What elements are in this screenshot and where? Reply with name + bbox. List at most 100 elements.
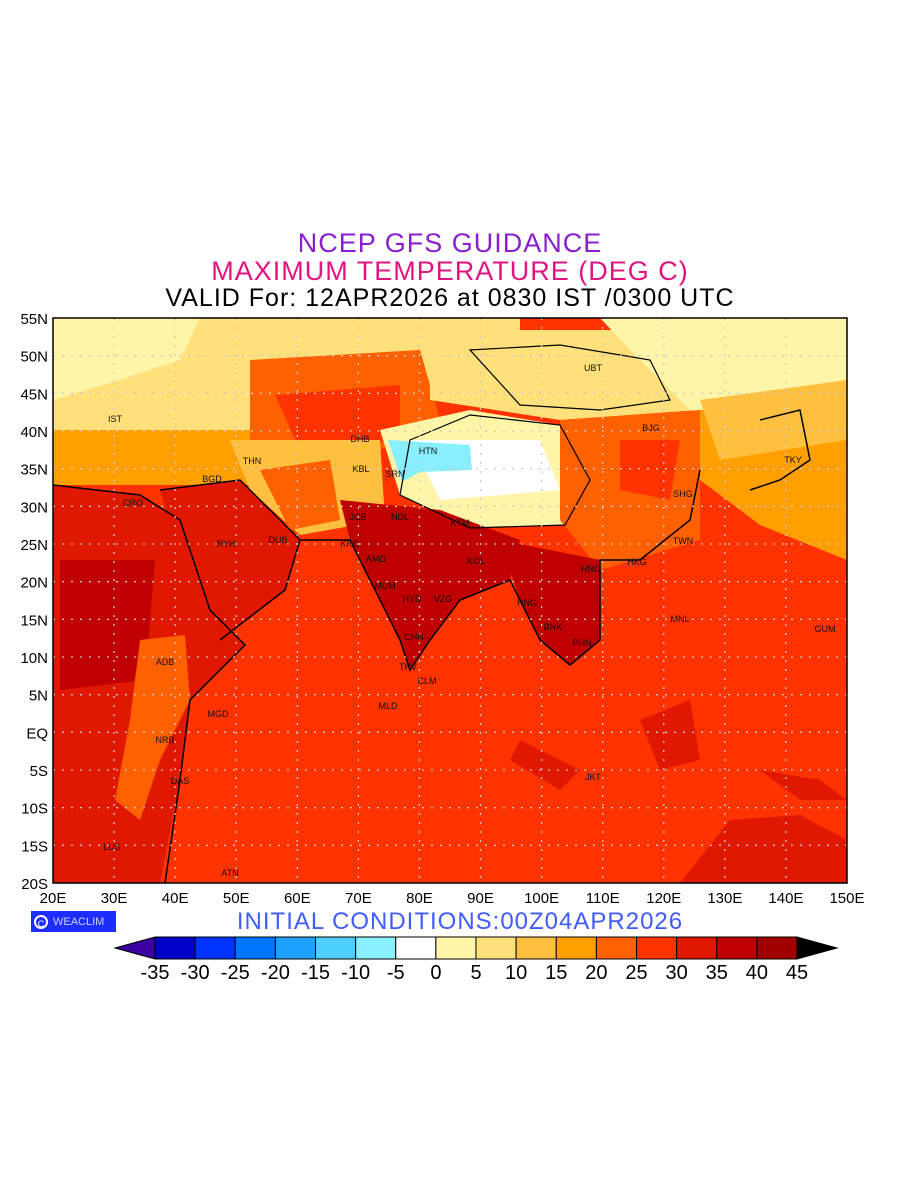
city-label: NDL — [391, 512, 409, 522]
lat-label: 10S — [21, 801, 48, 818]
valid-time: VALID For: 12APR2026 at 0830 IST /0300 U… — [165, 284, 735, 312]
colorbar-swatch — [756, 936, 798, 960]
colorbar-swatch — [716, 936, 758, 960]
lon-label: 120E — [646, 890, 681, 907]
colorbar-label: 35 — [706, 962, 728, 984]
city-label: MGD — [208, 709, 229, 719]
lon-label: 50E — [223, 890, 250, 907]
city-label: HTN — [419, 446, 438, 456]
colorbar-swatch — [355, 936, 397, 960]
lat-label: 50N — [20, 349, 48, 366]
colorbar-swatch — [395, 936, 437, 960]
city-label: KOL — [467, 556, 485, 566]
city-label: TRV — [399, 662, 417, 672]
colorbar-swatch — [194, 936, 236, 960]
city-label: TWN — [673, 536, 694, 546]
city-label: HNO — [581, 564, 601, 574]
city-label: MLD — [378, 701, 398, 711]
colorbar-swatch — [636, 936, 678, 960]
colorbar-swatch — [595, 936, 637, 960]
colorbar-label: -10 — [341, 962, 370, 984]
colorbar-label: -15 — [301, 962, 330, 984]
colorbar-label: -20 — [261, 962, 290, 984]
lon-label: 100E — [524, 890, 559, 907]
chart-title: NCEP GFS GUIDANCE — [297, 228, 603, 258]
colorbar-swatch — [154, 936, 196, 960]
colorbar-label: 25 — [625, 962, 647, 984]
colorbar-label: -5 — [387, 962, 405, 984]
city-label: RYH — [217, 539, 236, 549]
city-label: TKY — [784, 455, 802, 465]
city-label: DHB — [350, 434, 369, 444]
city-label: KBL — [352, 464, 369, 474]
city-label: MUM — [374, 581, 396, 591]
city-label: SRN — [385, 469, 404, 479]
city-label: SHG — [673, 489, 693, 499]
lon-label: 80E — [406, 890, 433, 907]
city-labels: IST CRO BGD THN RYH DUB DHB KBL SRN HTN JCB NDL KRC A… — [103, 363, 835, 878]
lon-label: 130E — [707, 890, 742, 907]
lat-label: 25N — [20, 537, 48, 554]
map-frame — [52, 317, 848, 884]
latitude-labels: 55N 50N 45N 40N 35N 30N 25N 20N 15N 10N 5N EQ 5S 10S 1… — [20, 311, 48, 893]
lat-label: 45N — [20, 386, 48, 403]
city-label: PHN — [572, 638, 591, 648]
lon-label: 70E — [345, 890, 372, 907]
colorbar-swatch — [515, 936, 557, 960]
city-label: KRC — [340, 539, 360, 549]
city-label: KTM — [451, 518, 470, 528]
lon-label: 30E — [101, 890, 128, 907]
city-label: BJG — [642, 423, 660, 433]
lat-label: 15S — [21, 838, 48, 855]
colorbar-swatch — [274, 936, 316, 960]
weaclim-logo: C WEACLIM — [31, 911, 116, 932]
city-label: MNL — [670, 614, 689, 624]
logo-text: WEACLIM — [53, 915, 105, 928]
city-label: HYD — [402, 594, 422, 604]
lat-label: 35N — [20, 462, 48, 479]
city-label: AMD — [366, 554, 387, 564]
lat-label: 40N — [20, 424, 48, 441]
colorbar-swatch — [315, 936, 357, 960]
lon-label: 150E — [829, 890, 864, 907]
lon-label: 20E — [40, 890, 67, 907]
copyright-icon: C — [34, 914, 48, 929]
lon-label: 110E — [586, 890, 620, 907]
city-label: VZG — [434, 594, 453, 604]
city-label: NRB — [155, 735, 174, 745]
longitude-labels: 20E 30E 40E 50E 60E 70E 80E 90E 100E 110E 120E 130E… — [40, 890, 865, 907]
city-label: JCB — [349, 512, 366, 522]
city-label: UBT — [584, 363, 603, 373]
colorbar-label: 15 — [545, 962, 567, 984]
city-label: ATN — [221, 868, 238, 878]
lon-label: 140E — [768, 890, 803, 907]
colorbar-under-arrow — [113, 936, 156, 960]
lat-label: 20S — [21, 876, 48, 893]
lat-label: 5N — [29, 688, 48, 705]
city-label: CRO — [123, 498, 143, 508]
city-label: RNG — [517, 598, 537, 608]
colorbar-label: 40 — [746, 962, 768, 984]
lat-label: EQ — [26, 725, 48, 742]
colorbar-swatch — [435, 936, 477, 960]
colorbar-label: -25 — [221, 962, 250, 984]
colorbar-label: 30 — [666, 962, 688, 984]
lat-label: 30N — [20, 499, 48, 516]
city-label: BGD — [202, 474, 222, 484]
colorbar-swatch — [475, 936, 517, 960]
colorbar-swatch — [234, 936, 276, 960]
city-label: JKT — [585, 772, 602, 782]
lat-label: 20N — [20, 575, 48, 592]
colorbar-over-arrow — [796, 936, 839, 960]
graticule — [53, 318, 847, 883]
lat-label: 15N — [20, 612, 48, 629]
colorbar-label: 45 — [786, 962, 808, 984]
city-label: DUB — [268, 535, 287, 545]
lat-label: 5S — [30, 763, 48, 780]
colorbar-label: 10 — [505, 962, 527, 984]
city-label: ADB — [156, 657, 175, 667]
colorbar-label: 0 — [430, 962, 441, 984]
colorbar-label: 5 — [470, 962, 481, 984]
city-label: CHN — [404, 632, 424, 642]
